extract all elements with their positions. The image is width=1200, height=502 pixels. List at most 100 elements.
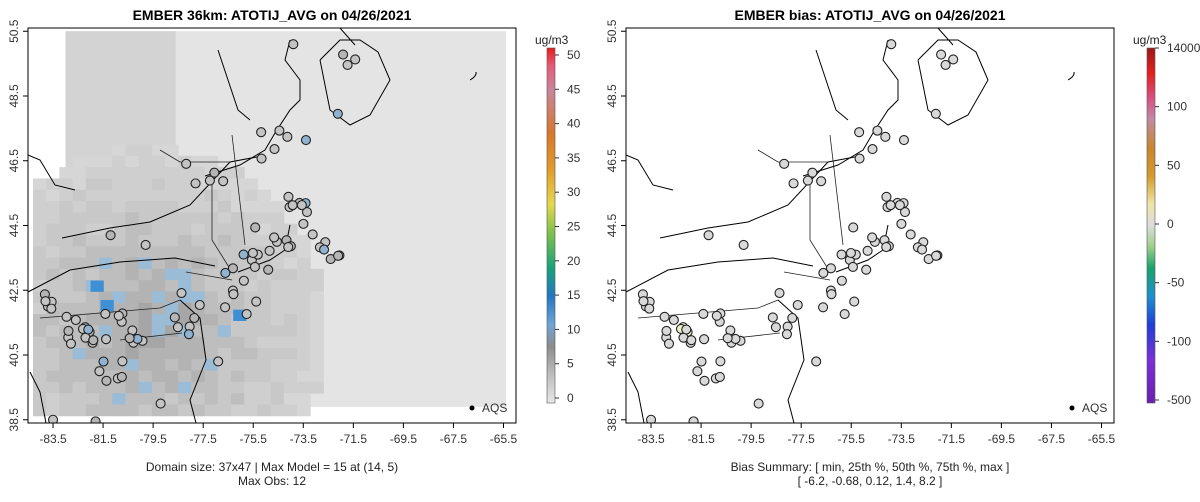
left-obs-point bbox=[156, 399, 165, 408]
left-y-tick-label: 40.5 bbox=[7, 343, 21, 367]
left-colorbar bbox=[547, 48, 555, 403]
right-y-tick-label: 44.5 bbox=[605, 213, 619, 237]
model-cell bbox=[244, 371, 258, 383]
left-title: EMBER 36km: ATOTIJ_AVG on 04/26/2021 bbox=[133, 7, 412, 23]
left-obs-point bbox=[99, 357, 108, 366]
model-cell bbox=[99, 178, 113, 190]
right-title: EMBER bias: ATOTIJ_AVG on 04/26/2021 bbox=[734, 7, 1005, 23]
model-cell bbox=[33, 190, 47, 202]
model-cell bbox=[125, 212, 139, 224]
model-cell bbox=[33, 235, 47, 247]
model-cell bbox=[191, 212, 205, 224]
model-cell bbox=[284, 258, 298, 270]
left-obs-point bbox=[270, 145, 279, 154]
model-cell bbox=[59, 258, 73, 270]
model-cell bbox=[112, 382, 126, 394]
model-cell bbox=[297, 246, 311, 258]
model-cell bbox=[205, 224, 219, 236]
model-cell bbox=[152, 145, 166, 157]
right-legend-marker bbox=[1070, 406, 1075, 411]
model-cell bbox=[59, 291, 73, 303]
model-cell bbox=[257, 280, 271, 292]
right-obs-point bbox=[918, 245, 927, 254]
model-cell bbox=[99, 212, 113, 224]
right-obs-point bbox=[819, 303, 828, 312]
model-cell bbox=[191, 235, 205, 247]
model-cell bbox=[73, 212, 87, 224]
model-cell bbox=[59, 167, 73, 179]
left-obs-point bbox=[210, 168, 219, 177]
model-cell bbox=[46, 224, 60, 236]
right-obs-point bbox=[906, 230, 915, 239]
model-cell bbox=[165, 190, 179, 202]
model-cell bbox=[271, 371, 285, 383]
right-obs-point bbox=[723, 334, 732, 343]
left-x-axis: -83.5 -81.5 -79.5 -77.5 -75.5 -73.5 -71.5 -69.5… bbox=[39, 423, 517, 446]
right-obs-point bbox=[780, 159, 789, 168]
left-obs-point bbox=[343, 60, 352, 69]
right-obs-point bbox=[868, 233, 877, 242]
model-cell bbox=[86, 404, 100, 416]
right-obs-point bbox=[662, 326, 671, 335]
model-cell bbox=[99, 393, 113, 405]
model-cell bbox=[244, 212, 258, 224]
model-cell bbox=[191, 359, 205, 371]
model-cell bbox=[165, 269, 179, 281]
model-cell bbox=[191, 393, 205, 405]
left-colorbar-tick-label: 30 bbox=[567, 185, 581, 199]
model-cell bbox=[165, 224, 179, 236]
model-cell bbox=[205, 201, 219, 213]
left-obs-point bbox=[301, 136, 310, 145]
model-cell bbox=[73, 303, 87, 315]
left-colorbar-unit: ug/m3 bbox=[535, 33, 569, 47]
model-cell bbox=[152, 235, 166, 247]
left-obs-point bbox=[95, 367, 104, 376]
right-colorbar-tick-label: -100 bbox=[1167, 334, 1191, 348]
model-cell bbox=[271, 212, 285, 224]
model-cell bbox=[139, 393, 153, 405]
model-cell bbox=[297, 280, 311, 292]
model-cell bbox=[139, 145, 153, 157]
model-cell bbox=[86, 246, 100, 258]
model-cell bbox=[191, 280, 205, 292]
left-obs-point bbox=[308, 230, 317, 239]
model-cell bbox=[310, 325, 324, 337]
model-cell bbox=[310, 303, 324, 315]
model-cell bbox=[271, 280, 285, 292]
model-cell bbox=[33, 393, 47, 405]
model-cell bbox=[205, 291, 219, 303]
model-cell bbox=[46, 325, 60, 337]
model-cell bbox=[112, 156, 126, 168]
left-obs-point bbox=[229, 290, 238, 299]
left-obs-point bbox=[141, 240, 150, 249]
model-cell bbox=[112, 258, 126, 270]
model-cell bbox=[310, 371, 324, 383]
model-cell bbox=[231, 393, 245, 405]
model-cell bbox=[46, 190, 60, 202]
right-obs-point bbox=[949, 55, 958, 64]
model-cell bbox=[310, 291, 324, 303]
right-obs-point bbox=[700, 335, 709, 344]
right-obs-point bbox=[882, 192, 891, 201]
left-obs-point bbox=[289, 40, 298, 49]
model-cell bbox=[271, 382, 285, 394]
model-cell bbox=[257, 348, 271, 360]
left-obs-point bbox=[283, 132, 292, 141]
left-obs-point bbox=[270, 233, 279, 242]
model-cell bbox=[297, 303, 311, 315]
right-obs-point bbox=[715, 372, 724, 381]
right-obs-point bbox=[862, 265, 871, 274]
model-cell bbox=[125, 303, 139, 315]
right-obs-point bbox=[868, 145, 877, 154]
model-cell bbox=[205, 393, 219, 405]
right-obs-point bbox=[848, 262, 857, 271]
model-cell bbox=[59, 190, 73, 202]
model-cell bbox=[257, 382, 271, 394]
right-y-tick-label: 46.5 bbox=[605, 149, 619, 173]
model-cell bbox=[165, 178, 179, 190]
left-obs-point bbox=[41, 297, 50, 306]
model-cell bbox=[231, 167, 245, 179]
left-obs-point bbox=[239, 276, 248, 285]
left-y-tick-label: 48.5 bbox=[7, 84, 21, 108]
model-cell bbox=[165, 235, 179, 247]
